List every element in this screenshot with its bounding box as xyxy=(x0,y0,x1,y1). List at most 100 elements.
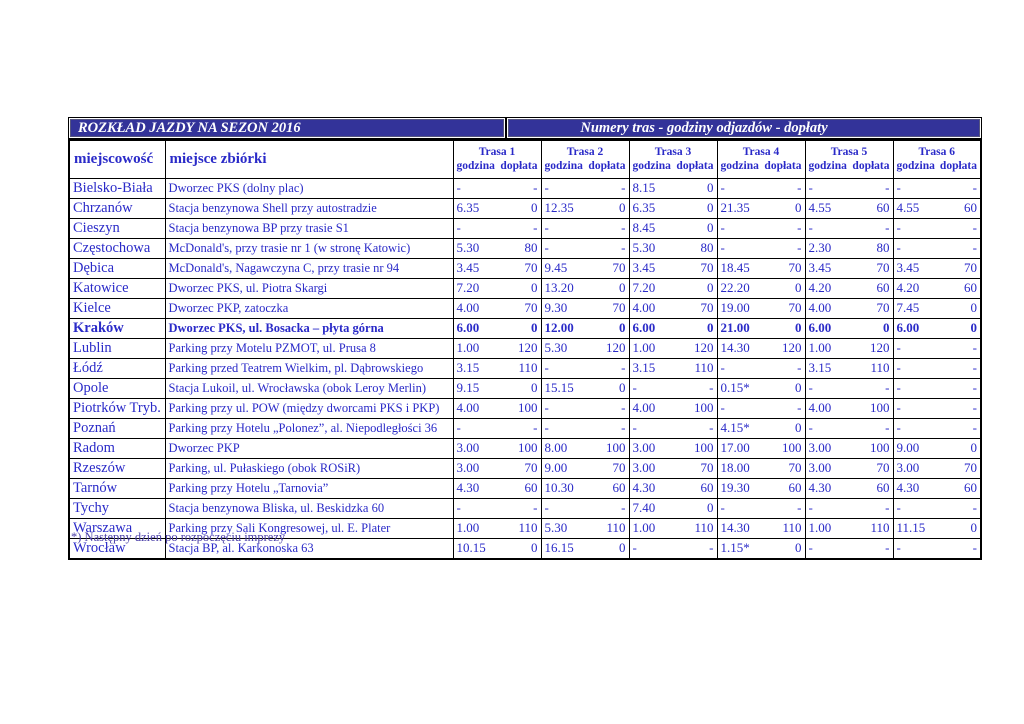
city-cell: Kraków xyxy=(68,317,166,339)
surcharge: - xyxy=(797,240,802,255)
surcharge: - xyxy=(885,500,890,515)
route-6-cell: 4.55 60 xyxy=(892,197,982,219)
route-1-cell: 4.00 100 xyxy=(452,397,542,419)
surcharge: 60 xyxy=(876,480,890,495)
column-header-place: miejsce zbiórki xyxy=(164,139,454,179)
surcharge: 100 xyxy=(870,440,890,455)
route-subheaders: godzina dopłata xyxy=(718,159,804,173)
table-row: Katowice Dworzec PKS, ul. Piotra Skargi 7.… xyxy=(68,277,982,299)
surcharge: 100 xyxy=(782,440,802,455)
place-cell: Stacja BP, al. Karkonoska 63 xyxy=(164,537,454,559)
surcharge: 60 xyxy=(524,480,538,495)
surcharge: 0 xyxy=(795,420,802,435)
departure-hour: - xyxy=(808,540,813,555)
departure-hour: - xyxy=(808,420,813,435)
route-subheaders: godzina dopłata xyxy=(454,159,540,173)
surcharge: 0 xyxy=(619,540,626,555)
subheader-doplata: dopłata xyxy=(852,160,890,173)
route-6-cell: 6.00 0 xyxy=(892,317,982,339)
departure-hour: 12.35 xyxy=(544,200,574,215)
city-cell: Chrzanów xyxy=(68,197,166,219)
departure-hour: 16.15 xyxy=(544,540,574,555)
timetable: miejscowość miejsce zbiórki Trasa 1 godzina… xyxy=(68,139,982,560)
route-5-cell: 4.55 60 xyxy=(804,197,894,219)
departure-hour: 8.45 xyxy=(632,220,656,235)
route-5-cell: 2.30 80 xyxy=(804,237,894,259)
surcharge: 80 xyxy=(524,240,538,255)
subheader-godzina: godzina xyxy=(720,160,759,173)
departure-hour: - xyxy=(632,420,637,435)
subheader-godzina: godzina xyxy=(544,160,583,173)
surcharge: 0 xyxy=(970,320,978,335)
departure-hour: 6.00 xyxy=(808,320,832,335)
city-cell: Łódź xyxy=(68,357,166,379)
departure-hour: 4.00 xyxy=(632,400,656,415)
surcharge: 70 xyxy=(788,300,802,315)
route-6-cell: -- xyxy=(892,177,982,199)
title-bar-left-cell: ROZKŁAD JAZDY NA SEZON 2016 xyxy=(68,117,506,139)
departure-hour: - xyxy=(632,380,637,395)
page-title: ROZKŁAD JAZDY NA SEZON 2016 xyxy=(70,119,504,137)
route-5-cell: 4.20 60 xyxy=(804,277,894,299)
route-3-cell: 4.00 70 xyxy=(628,297,718,319)
departure-hour: 5.30 xyxy=(456,240,480,255)
departure-hour: 2.30 xyxy=(808,240,832,255)
departure-hour: - xyxy=(896,220,901,235)
table-row: Warszawa Parking przy Sali Kongresowej, u… xyxy=(68,517,982,539)
surcharge: - xyxy=(621,400,626,415)
surcharge: 0 xyxy=(970,300,978,315)
route-4-cell: -- xyxy=(716,397,806,419)
surcharge: 100 xyxy=(694,400,714,415)
city-cell: Poznań xyxy=(68,417,166,439)
departure-hour: - xyxy=(896,380,901,395)
surcharge: 60 xyxy=(876,280,890,295)
departure-hour: 4.30 xyxy=(456,480,480,495)
departure-hour: 6.00 xyxy=(632,320,656,335)
departure-hour: 3.45 xyxy=(456,260,480,275)
departure-hour: 3.00 xyxy=(808,440,832,455)
route-4-cell: -- xyxy=(716,357,806,379)
route-5-cell: 4.00 100 xyxy=(804,397,894,419)
column-header-city: miejscowość xyxy=(68,139,166,179)
departure-hour: - xyxy=(808,380,813,395)
route-5-cell: -- xyxy=(804,217,894,239)
place-cell: McDonald's, przy trasie nr 1 (w stronę K… xyxy=(164,237,454,259)
city-cell: Rzeszów xyxy=(68,457,166,479)
departure-hour: - xyxy=(544,420,549,435)
table-row: Poznań Parking przy Hotelu „Polonez”, al.… xyxy=(68,417,982,439)
route-2-cell: 5.30 120 xyxy=(540,337,630,359)
route-6-cell: 11.15 0 xyxy=(892,517,982,539)
surcharge: 60 xyxy=(964,200,977,215)
departure-hour: 0.15* xyxy=(720,380,750,395)
surcharge: 110 xyxy=(518,520,538,535)
surcharge: 110 xyxy=(694,520,714,535)
surcharge: - xyxy=(533,220,538,235)
route-3-cell: -- xyxy=(628,537,718,559)
surcharge: 70 xyxy=(612,300,626,315)
route-4-cell: 14.30 110 xyxy=(716,517,806,539)
place-cell: Parking, ul. Pułaskiego (obok ROSiR) xyxy=(164,457,454,479)
surcharge: 0 xyxy=(707,180,714,195)
departure-hour: - xyxy=(544,500,549,515)
departure-hour: 12.00 xyxy=(544,320,574,335)
route-3-cell: 3.45 70 xyxy=(628,257,718,279)
surcharge: 70 xyxy=(700,460,714,475)
route-4-cell: 17.00 100 xyxy=(716,437,806,459)
table-row: Kraków Dworzec PKS, ul. Bosacka – płyta g… xyxy=(68,317,982,339)
route-4-cell: 1.15* 0 xyxy=(716,537,806,559)
subheader-doplata: dopłata xyxy=(676,160,714,173)
departure-hour: - xyxy=(808,180,813,195)
subheader-doplata: dopłata xyxy=(764,160,802,173)
route-6-cell: -- xyxy=(892,417,982,439)
city-cell: Tychy xyxy=(68,497,166,519)
surcharge: - xyxy=(972,220,977,235)
surcharge: - xyxy=(709,420,714,435)
route-1-cell: 3.45 70 xyxy=(452,257,542,279)
route-4-cell: -- xyxy=(716,177,806,199)
title-bar-right-cell: Numery tras - godziny odjazdów - dopłaty xyxy=(506,117,982,139)
route-5-cell: -- xyxy=(804,377,894,399)
surcharge: - xyxy=(797,360,802,375)
departure-hour: 3.00 xyxy=(456,440,480,455)
city-cell: Cieszyn xyxy=(68,217,166,239)
surcharge: 80 xyxy=(876,240,890,255)
